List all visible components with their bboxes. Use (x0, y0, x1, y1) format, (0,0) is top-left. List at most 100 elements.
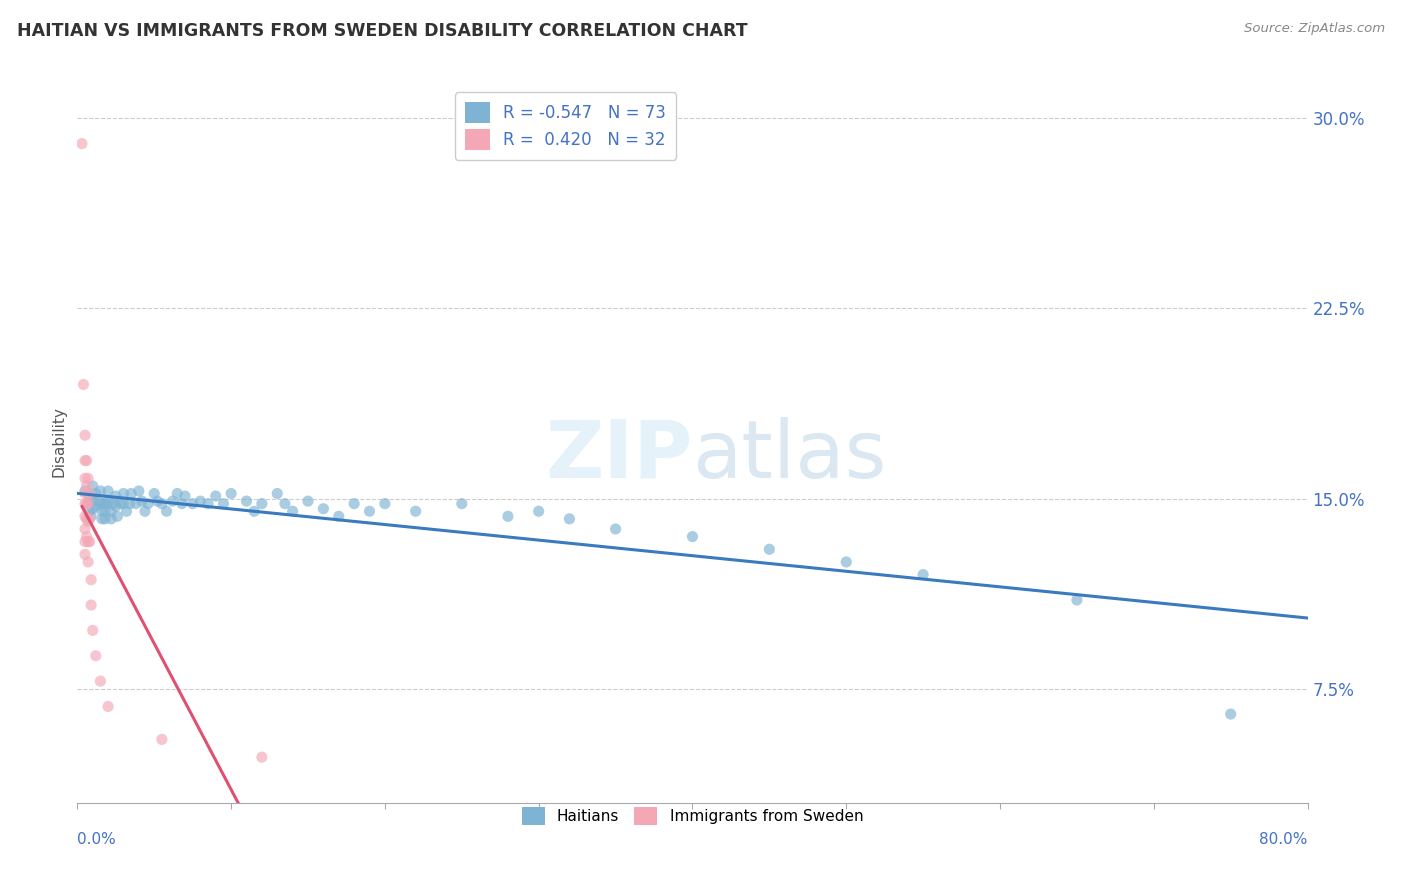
Point (125, 497, 148, 511)
Point (405, 504, 427, 518)
Point (82, 479, 104, 493)
Point (73, 522, 96, 536)
Legend: Haitians, Immigrants from Sweden: Haitians, Immigrants from Sweden (516, 800, 869, 831)
Point (79, 486, 101, 500)
Point (97, 483, 120, 498)
Text: 0.0%: 0.0% (77, 831, 117, 847)
Point (76, 453, 98, 467)
Point (73, 534, 96, 549)
Point (80, 573, 103, 587)
Point (112, 497, 135, 511)
Point (89, 483, 111, 498)
Point (204, 489, 226, 503)
Point (73, 428, 96, 442)
Point (82, 494, 104, 508)
Point (150, 732, 173, 747)
Point (76, 479, 98, 493)
Point (73, 509, 96, 524)
Point (80, 509, 103, 524)
Point (527, 504, 550, 518)
Point (76, 512, 98, 526)
Point (212, 497, 235, 511)
Point (84, 486, 107, 500)
Point (162, 494, 184, 508)
Point (101, 497, 124, 511)
Point (112, 486, 135, 500)
Point (682, 530, 704, 544)
Point (266, 486, 288, 500)
Point (134, 504, 156, 518)
Point (297, 494, 319, 508)
Point (77, 515, 100, 529)
Point (110, 497, 132, 511)
Point (100, 512, 122, 526)
Point (128, 483, 150, 498)
Point (146, 494, 169, 508)
Text: HAITIAN VS IMMIGRANTS FROM SWEDEN DISABILITY CORRELATION CHART: HAITIAN VS IMMIGRANTS FROM SWEDEN DISABI… (17, 22, 748, 40)
Point (90, 504, 114, 518)
Point (90, 512, 114, 526)
Text: ZIP: ZIP (546, 417, 693, 495)
Point (115, 504, 138, 518)
Point (84, 648, 107, 663)
Point (219, 486, 242, 500)
Point (131, 494, 153, 508)
Point (281, 504, 304, 518)
Point (80, 598, 103, 612)
Point (77, 555, 100, 569)
Point (328, 509, 350, 524)
Point (496, 509, 519, 524)
Point (79, 512, 101, 526)
Point (605, 522, 627, 536)
Point (150, 497, 173, 511)
Point (82, 624, 104, 638)
Point (374, 497, 396, 511)
Point (72, 377, 94, 392)
Point (250, 497, 273, 511)
Point (97, 699, 120, 714)
Point (79, 489, 101, 503)
Point (76, 497, 98, 511)
Point (312, 501, 335, 516)
Point (1066, 593, 1088, 607)
Point (82, 501, 104, 516)
Point (758, 542, 780, 557)
Point (1219, 707, 1241, 722)
Point (70, 136, 93, 151)
Point (174, 489, 197, 503)
Point (243, 504, 266, 518)
Point (274, 497, 297, 511)
Point (89, 674, 111, 689)
Point (197, 497, 219, 511)
Point (73, 453, 96, 467)
Point (104, 499, 127, 513)
Point (77, 471, 100, 485)
Point (912, 567, 935, 582)
Point (79, 504, 101, 518)
Point (250, 750, 273, 764)
Point (73, 471, 96, 485)
Point (93, 497, 115, 511)
Point (835, 555, 858, 569)
Point (77, 497, 100, 511)
Point (170, 497, 193, 511)
Point (94, 504, 117, 518)
Point (100, 504, 122, 518)
Point (73, 483, 96, 498)
Point (105, 509, 128, 524)
Text: atlas: atlas (693, 417, 887, 495)
Point (120, 486, 142, 500)
Point (97, 494, 120, 508)
Y-axis label: Disability: Disability (51, 406, 66, 477)
Point (87, 494, 110, 508)
Text: Source: ZipAtlas.com: Source: ZipAtlas.com (1244, 22, 1385, 36)
Point (104, 489, 127, 503)
Point (359, 504, 381, 518)
Point (166, 486, 188, 500)
Point (558, 512, 581, 526)
Point (143, 486, 166, 500)
Point (450, 497, 472, 511)
Point (73, 547, 96, 561)
Point (73, 486, 96, 500)
Point (79, 534, 101, 549)
